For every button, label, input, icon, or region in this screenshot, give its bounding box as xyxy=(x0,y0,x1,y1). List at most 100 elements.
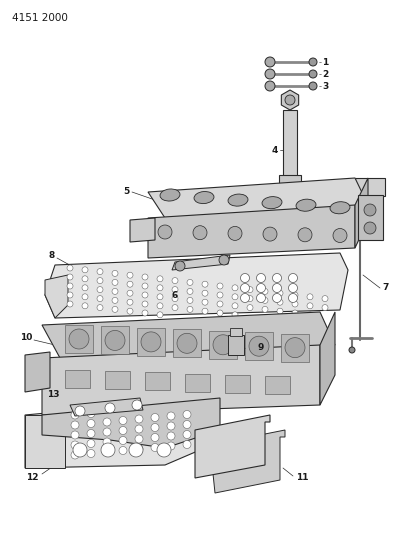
Ellipse shape xyxy=(261,197,281,209)
Circle shape xyxy=(246,287,252,293)
Circle shape xyxy=(363,222,375,234)
Polygon shape xyxy=(42,398,220,448)
Circle shape xyxy=(67,301,73,307)
Circle shape xyxy=(308,58,316,66)
Circle shape xyxy=(127,281,133,287)
Circle shape xyxy=(112,297,118,303)
Circle shape xyxy=(246,304,252,311)
Bar xyxy=(105,371,130,389)
Circle shape xyxy=(248,336,268,356)
Polygon shape xyxy=(209,430,284,493)
Bar xyxy=(354,178,384,196)
Circle shape xyxy=(246,296,252,302)
Circle shape xyxy=(231,312,237,318)
Circle shape xyxy=(284,95,294,105)
Circle shape xyxy=(112,306,118,312)
Circle shape xyxy=(87,440,95,448)
Circle shape xyxy=(356,207,362,213)
Polygon shape xyxy=(45,275,68,318)
Circle shape xyxy=(103,438,111,446)
Circle shape xyxy=(129,443,143,457)
Circle shape xyxy=(187,297,193,303)
Circle shape xyxy=(288,294,297,303)
Polygon shape xyxy=(354,178,367,248)
Polygon shape xyxy=(25,398,218,468)
Circle shape xyxy=(103,418,111,426)
Ellipse shape xyxy=(295,199,315,211)
Bar xyxy=(282,110,296,180)
Circle shape xyxy=(182,410,191,418)
Circle shape xyxy=(67,265,73,271)
Circle shape xyxy=(87,409,95,417)
Circle shape xyxy=(87,419,95,427)
Circle shape xyxy=(75,406,85,416)
Circle shape xyxy=(202,290,207,296)
Circle shape xyxy=(135,415,143,423)
Polygon shape xyxy=(148,205,354,258)
Circle shape xyxy=(97,269,103,274)
Circle shape xyxy=(151,414,159,422)
Circle shape xyxy=(216,292,222,298)
Circle shape xyxy=(297,228,311,242)
Bar xyxy=(209,331,236,359)
Circle shape xyxy=(151,424,159,432)
Circle shape xyxy=(227,227,241,240)
Circle shape xyxy=(69,329,89,349)
Circle shape xyxy=(157,294,163,300)
Bar xyxy=(184,374,209,392)
Circle shape xyxy=(261,297,267,303)
Circle shape xyxy=(71,411,79,419)
Text: 4151 2000: 4151 2000 xyxy=(12,13,68,23)
Circle shape xyxy=(172,304,178,311)
Ellipse shape xyxy=(329,201,349,214)
Bar xyxy=(145,373,170,390)
Circle shape xyxy=(231,285,237,291)
Circle shape xyxy=(132,400,142,410)
Text: 9: 9 xyxy=(257,343,264,352)
Circle shape xyxy=(261,306,267,312)
Circle shape xyxy=(264,69,274,79)
Bar xyxy=(65,325,93,353)
Text: 13: 13 xyxy=(47,391,60,400)
Circle shape xyxy=(103,428,111,436)
Circle shape xyxy=(193,225,207,240)
Bar xyxy=(173,329,200,357)
Circle shape xyxy=(103,448,111,456)
Text: 5: 5 xyxy=(124,188,130,197)
Polygon shape xyxy=(25,352,50,392)
Circle shape xyxy=(127,290,133,296)
Circle shape xyxy=(216,310,222,316)
Circle shape xyxy=(112,270,118,277)
Circle shape xyxy=(256,294,265,303)
Circle shape xyxy=(182,440,191,448)
Circle shape xyxy=(135,435,143,443)
Circle shape xyxy=(187,279,193,285)
Circle shape xyxy=(272,273,281,282)
Polygon shape xyxy=(148,178,367,218)
Bar xyxy=(245,332,272,360)
Circle shape xyxy=(172,278,178,284)
Polygon shape xyxy=(42,345,319,415)
Circle shape xyxy=(202,281,207,287)
Bar xyxy=(280,334,308,361)
Circle shape xyxy=(127,308,133,314)
Text: 12: 12 xyxy=(26,473,38,482)
Circle shape xyxy=(67,292,73,298)
Circle shape xyxy=(363,204,375,216)
Circle shape xyxy=(177,333,196,353)
Circle shape xyxy=(82,276,88,282)
Circle shape xyxy=(291,301,297,307)
Circle shape xyxy=(166,412,175,420)
Circle shape xyxy=(135,445,143,453)
Circle shape xyxy=(231,294,237,300)
Circle shape xyxy=(71,421,79,429)
Circle shape xyxy=(67,274,73,280)
Circle shape xyxy=(321,296,327,302)
Circle shape xyxy=(112,279,118,285)
Circle shape xyxy=(272,284,281,293)
Bar xyxy=(229,328,241,336)
Polygon shape xyxy=(329,208,374,230)
Ellipse shape xyxy=(160,189,180,201)
Circle shape xyxy=(157,285,163,291)
Circle shape xyxy=(348,347,354,353)
